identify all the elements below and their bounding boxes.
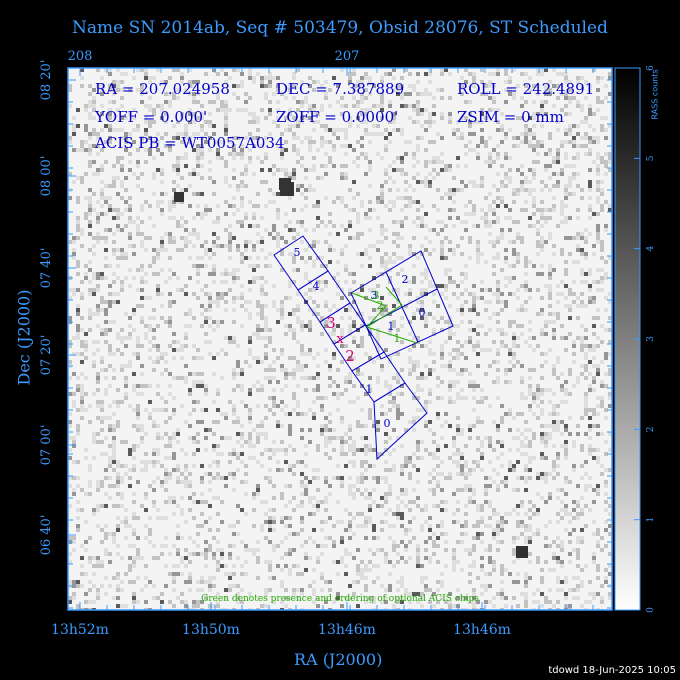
acis-s-chip-label: 4	[313, 280, 320, 293]
acis-i-chip-label: 3	[371, 289, 378, 302]
acis-i-chip-label: 2	[402, 273, 409, 286]
y-tick-group: 07 40'	[39, 248, 54, 289]
y-tick-label: 08 20'	[39, 60, 54, 101]
acis-i-chip-label: 0	[419, 306, 426, 319]
acis-s-chip	[373, 382, 428, 461]
colorbar-tick-label: 6	[646, 65, 656, 71]
y-tick-group: 07 20'	[39, 335, 54, 376]
info-line: DEC = 7.387889	[276, 80, 404, 98]
y-tick-label: 07 40'	[39, 248, 54, 289]
y-tick-group: 07 00'	[39, 425, 54, 466]
target-chip-label: 3	[326, 314, 336, 332]
x-tick-label: 13h46m	[453, 622, 511, 638]
colorbar-tick-group: 5	[646, 155, 656, 161]
colorbar-tick-group: 3	[646, 336, 656, 342]
acis-s-chip-label: 5	[294, 246, 301, 259]
info-line: ACIS PB = WT0057A034	[94, 134, 285, 152]
colorbar-tick-group: 6	[646, 65, 656, 71]
y-tick-label: 07 00'	[39, 425, 54, 466]
x-axis-label: RA (J2000)	[294, 650, 383, 669]
optional-chip-label: 1	[394, 332, 401, 345]
x-ray-source	[516, 546, 528, 558]
colorbar-tick-group: 0	[646, 607, 656, 613]
y-tick-label: 07 20'	[39, 335, 54, 376]
y-tick-label: 06 40'	[39, 515, 54, 556]
footer-stamp: tdowd 18-Jun-2025 10:05	[548, 665, 676, 676]
acis-s-chip-label: 0	[384, 417, 391, 430]
colorbar-tick-label: 5	[646, 155, 656, 161]
info-line: RA = 207.024958	[95, 80, 230, 98]
colorbar-tick-label: 2	[646, 426, 656, 432]
y-tick-group: 08 20'	[39, 60, 54, 101]
x-top-tick-label: 208	[68, 49, 93, 64]
y-tick-group: 08 00'	[39, 156, 54, 197]
x-tick-label: 13h50m	[182, 622, 240, 638]
info-line: ROLL = 242.4891	[457, 80, 594, 98]
y-axis-label: Dec (J2000)	[14, 289, 34, 386]
y-tick-group: 06 40'	[39, 515, 54, 556]
colorbar-tick-label: 0	[646, 607, 656, 613]
x-tick-label: 13h52m	[51, 622, 109, 638]
colorbar: 0 1 2 3 4 5 6	[614, 65, 656, 613]
colorbar-tick-label: 4	[646, 246, 656, 252]
colorbar-tick-group: 1	[646, 517, 656, 523]
x-ray-source	[279, 178, 291, 190]
plot-title: Name SN 2014ab, Seq # 503479, Obsid 2807…	[72, 18, 608, 38]
info-line: ZSIM = 0 mm	[457, 108, 564, 126]
x-tick-label: 13h46m	[318, 622, 376, 638]
acis-s-chip-label: 1	[366, 383, 373, 396]
info-line: YOFF = 0.000'	[94, 108, 207, 126]
optional-chip-label: 2	[377, 299, 384, 312]
x-top-tick-label: 207	[335, 49, 360, 64]
colorbar-tick-label: 1	[646, 517, 656, 523]
rass-image	[68, 68, 612, 610]
plot-frame	[67, 67, 613, 611]
noise-pixels	[68, 68, 612, 610]
legend-note: Green denotes presence and ordering of o…	[201, 594, 479, 604]
optional-chip-outline	[366, 326, 418, 344]
y-tick-label: 08 00'	[39, 156, 54, 197]
acis-i-chip-label: 1	[388, 320, 395, 333]
colorbar-label: RASS counts	[650, 69, 660, 120]
colorbar-tick-group: 2	[646, 426, 656, 432]
info-line: ZOFF = 0.0000'	[276, 108, 398, 126]
target-position-marker: x	[336, 332, 344, 347]
optional-chip-label: 3	[373, 289, 380, 302]
colorbar-tick-group: 4	[646, 246, 656, 252]
target-chip-label: 2	[345, 347, 355, 365]
info-panel: RA = 207.024958 DEC = 7.387889 ROLL = 242.…	[94, 80, 594, 604]
colorbar-tick-label: 3	[646, 336, 656, 342]
axis-ticks: 13h52m 13h50m 13h46m 13h46m 208 207 08 20' 08 0…	[39, 49, 612, 638]
acis-i-outline	[350, 250, 454, 360]
x-ray-source	[174, 192, 184, 202]
